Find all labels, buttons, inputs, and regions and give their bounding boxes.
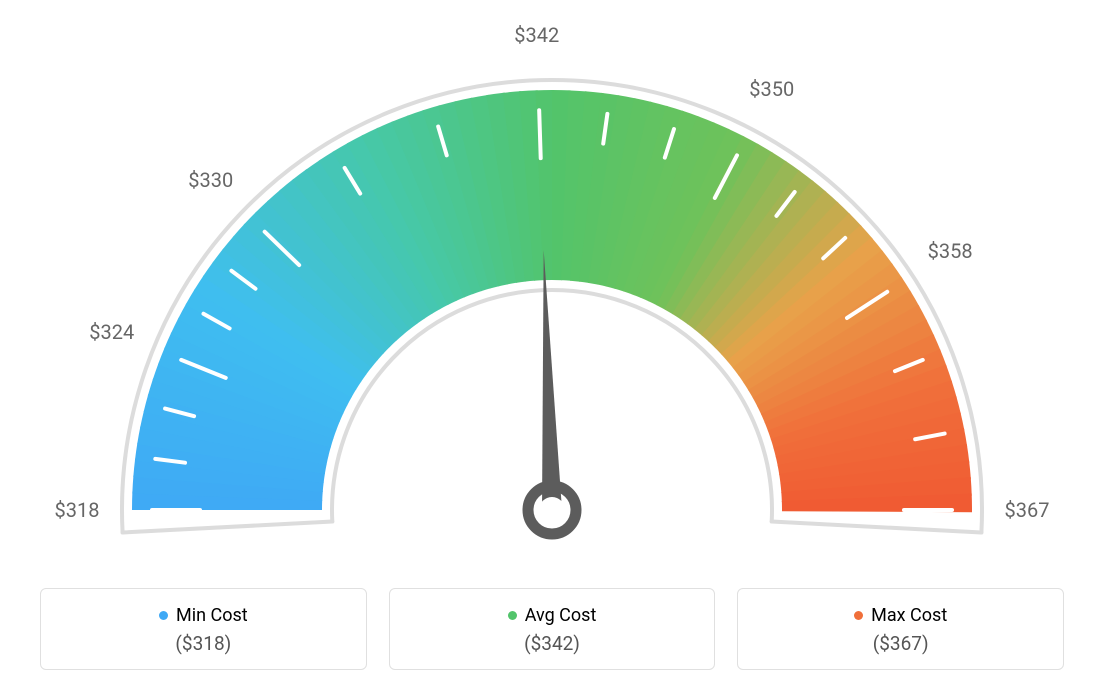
- legend-row: Min Cost ($318) Avg Cost ($342) Max Cost…: [0, 588, 1104, 670]
- gauge-svg: [0, 0, 1104, 560]
- gauge-tick-label: $367: [1005, 498, 1050, 522]
- legend-title-min: Min Cost: [159, 605, 248, 626]
- gauge-chart: $318 $324 $330 $342 $350 $358 $367: [0, 0, 1104, 560]
- legend-card-max: Max Cost ($367): [737, 588, 1064, 670]
- dot-icon: [508, 611, 517, 620]
- legend-value-avg: ($342): [400, 632, 705, 655]
- legend-card-avg: Avg Cost ($342): [389, 588, 716, 670]
- gauge-tick-label: $358: [928, 239, 973, 263]
- dot-icon: [854, 611, 863, 620]
- legend-value-max: ($367): [748, 632, 1053, 655]
- legend-card-min: Min Cost ($318): [40, 588, 367, 670]
- legend-label: Max Cost: [871, 605, 947, 626]
- legend-label: Min Cost: [176, 605, 248, 626]
- legend-value-min: ($318): [51, 632, 356, 655]
- gauge-tick-label: $350: [749, 77, 794, 101]
- gauge-tick-label: $342: [514, 23, 559, 47]
- gauge-tick-label: $324: [89, 320, 134, 344]
- legend-label: Avg Cost: [525, 605, 597, 626]
- dot-icon: [159, 611, 168, 620]
- gauge-tick-label: $318: [55, 498, 100, 522]
- legend-title-max: Max Cost: [854, 605, 947, 626]
- legend-title-avg: Avg Cost: [508, 605, 597, 626]
- gauge-tick-label: $330: [188, 168, 233, 192]
